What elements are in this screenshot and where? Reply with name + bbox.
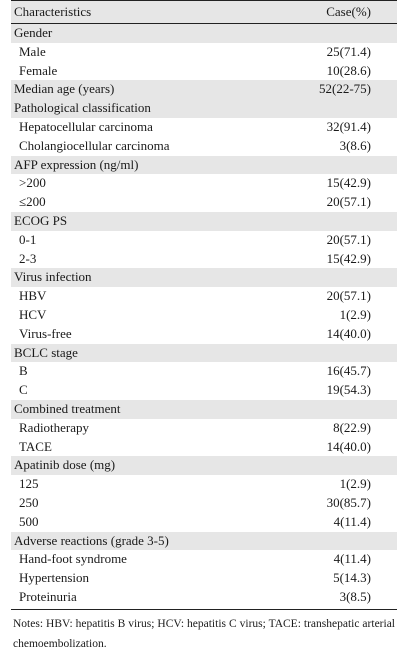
table-body: Gender Male 25(71.4) Female 10(28.6) Median a…: [11, 24, 397, 607]
row-label: Male: [19, 43, 46, 59]
row-label: AFP expression (ng/ml): [14, 156, 139, 172]
row-label: HCV: [19, 306, 47, 322]
table-group-row: ECOG PS: [11, 211, 397, 231]
row-label: ≤200: [19, 194, 46, 210]
row-value: 14(40.0): [326, 438, 371, 454]
row-label: Virus-free: [19, 325, 72, 341]
row-value: 15(42.9): [326, 175, 371, 191]
table-row: Female 10(28.6): [11, 62, 397, 81]
row-value: 20(57.1): [326, 288, 371, 304]
row-label: Hepatocellular carcinoma: [19, 118, 153, 134]
table-row: HCV 1(2.9): [11, 306, 397, 325]
table-row: 2-3 15(42.9): [11, 250, 397, 269]
row-value: 15(42.9): [326, 250, 371, 266]
table-row: Proteinuria 3(8.5): [11, 588, 397, 607]
header-case-percent: Case(%): [326, 4, 371, 19]
row-value: 1(2.9): [339, 306, 371, 322]
row-value: 1(2.9): [339, 476, 371, 492]
table-group-row: Adverse reactions (grade 3-5): [11, 531, 397, 551]
row-label: BCLC stage: [14, 344, 78, 360]
table-row: TACE 14(40.0): [11, 438, 397, 457]
row-label: Pathological classification: [14, 100, 151, 116]
row-label: Virus infection: [14, 269, 92, 285]
row-label: Female: [19, 62, 58, 78]
row-label: TACE: [19, 438, 52, 454]
row-label: Combined treatment: [14, 400, 121, 416]
table-row: HBV 20(57.1): [11, 287, 397, 306]
table-row: 500 4(11.4): [11, 513, 397, 532]
row-label: Proteinuria: [19, 588, 77, 604]
row-value: 16(45.7): [326, 363, 371, 379]
row-label: Hand-foot syndrome: [19, 551, 127, 567]
row-label: Apatinib dose (mg): [14, 457, 116, 473]
row-label: HBV: [19, 288, 47, 304]
table-row: 125 1(2.9): [11, 475, 397, 494]
row-value: 14(40.0): [326, 325, 371, 341]
row-value: 19(54.3): [326, 382, 371, 398]
row-value: 25(71.4): [326, 43, 371, 59]
table-notes: Notes: HBV: hepatitis B virus; HCV: hepa…: [13, 617, 395, 650]
row-label: 2-3: [19, 250, 37, 266]
row-label: 0-1: [19, 231, 37, 247]
table-row: >200 15(42.9): [11, 174, 397, 193]
row-label: 250: [19, 494, 39, 510]
table-row: ≤200 20(57.1): [11, 193, 397, 212]
row-value: 52(22-75): [319, 81, 371, 97]
row-label: C: [19, 382, 28, 398]
table-group-row: Apatinib dose (mg): [11, 456, 397, 476]
table-bottom-rule: [11, 608, 397, 610]
row-value: 3(8.6): [339, 137, 371, 153]
row-label: Gender: [14, 25, 53, 40]
table-group-row: Pathological classification: [11, 99, 397, 118]
row-label: Adverse reactions (grade 3-5): [14, 532, 169, 548]
row-value: 4(11.4): [333, 551, 371, 567]
row-value: 32(91.4): [326, 118, 371, 134]
table-group-row: Median age (years) 52(22-75): [11, 80, 397, 100]
row-value: 3(8.5): [339, 588, 371, 604]
row-label: Cholangiocellular carcinoma: [19, 137, 170, 153]
table-group-row: Combined treatment: [11, 399, 397, 419]
row-label: Hypertension: [19, 570, 90, 586]
table-group-row: Gender: [11, 24, 397, 43]
row-value: 10(28.6): [326, 62, 371, 78]
characteristics-table: Characteristics Case(%) Gender Male 25(71.…: [11, 0, 397, 654]
row-label: ECOG PS: [14, 212, 68, 228]
row-label: 500: [19, 513, 39, 529]
table-group-row: AFP expression (ng/ml): [11, 155, 397, 175]
header-characteristics: Characteristics: [14, 4, 92, 19]
table-row: B 16(45.7): [11, 362, 397, 381]
row-label: B: [19, 363, 28, 379]
table-row: Male 25(71.4): [11, 43, 397, 62]
row-value: 30(85.7): [326, 494, 371, 510]
row-value: 8(22.9): [333, 419, 371, 435]
table-header-row: Characteristics Case(%): [11, 0, 397, 24]
row-value: 5(14.3): [333, 570, 371, 586]
row-label: Median age (years): [14, 81, 115, 97]
table-row: 250 30(85.7): [11, 494, 397, 513]
table-group-row: BCLC stage: [11, 343, 397, 363]
table-row: Cholangiocellular carcinoma 3(8.6): [11, 137, 397, 156]
table-row: Hypertension 5(14.3): [11, 569, 397, 588]
table-row: Radiotherapy 8(22.9): [11, 419, 397, 438]
row-label: Radiotherapy: [19, 419, 90, 435]
row-label: >200: [19, 175, 46, 191]
table-row: Virus-free 14(40.0): [11, 325, 397, 344]
row-value: 20(57.1): [326, 194, 371, 210]
table-group-row: Virus infection: [11, 268, 397, 288]
table-row: Hepatocellular carcinoma 32(91.4): [11, 118, 397, 137]
table-row: 0-1 20(57.1): [11, 231, 397, 250]
table-row: Hand-foot syndrome 4(11.4): [11, 550, 397, 569]
table-row: C 19(54.3): [11, 381, 397, 400]
row-label: 125: [19, 476, 39, 492]
row-value: 20(57.1): [326, 231, 371, 247]
row-value: 4(11.4): [333, 513, 371, 529]
